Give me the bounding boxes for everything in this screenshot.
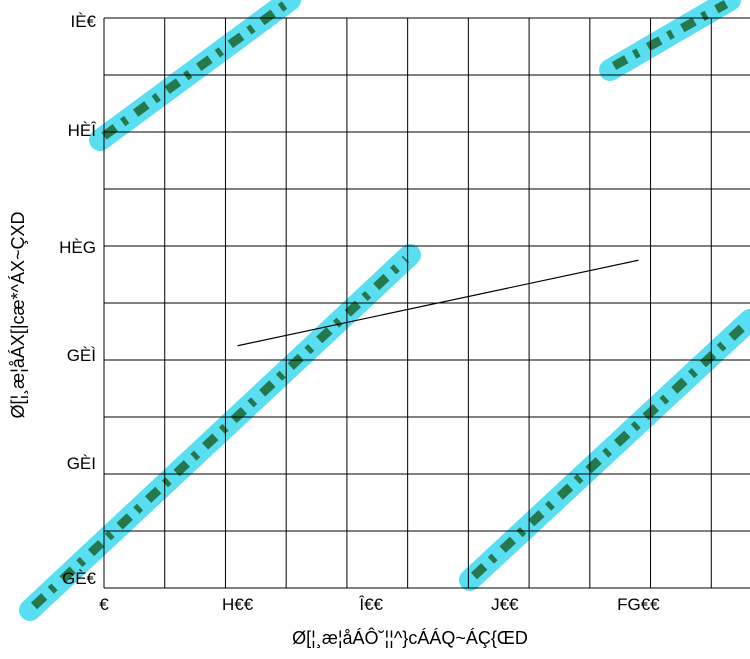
y-tick-label: GÈ€ [62, 569, 97, 588]
y-tick-label: GÈÌ [67, 346, 96, 365]
x-tick-label: € [99, 595, 109, 614]
y-tick-label: GÈI [67, 454, 96, 473]
y-tick-label: IÈ€ [70, 12, 96, 31]
watermark-strip-inner [30, 255, 410, 610]
x-tick-label: H€€ [222, 595, 254, 614]
watermark-strip-inner [611, 0, 729, 70]
x-axis-label: Ø[¦¸æ¦åÁÔ˘¦¦^}cÁÁQ~ÁÇ{ŒD [292, 627, 528, 648]
x-tick-label: FG€€ [617, 595, 660, 614]
y-tick-label: HÈG [59, 238, 96, 257]
y-tick-label: HÈÎ [68, 121, 98, 140]
series-line [237, 259, 639, 347]
grid [103, 17, 750, 589]
x-tick-label: Î€€ [358, 595, 383, 614]
y-axis-label: Ø[¦¸æ¦åÁX[|cæ*^ÁX~ÇXD [8, 211, 28, 418]
watermark-strip [89, 0, 301, 151]
watermark-artifacts [19, 0, 750, 621]
x-tick-label: J€€ [491, 595, 519, 614]
series-layer [237, 259, 639, 347]
